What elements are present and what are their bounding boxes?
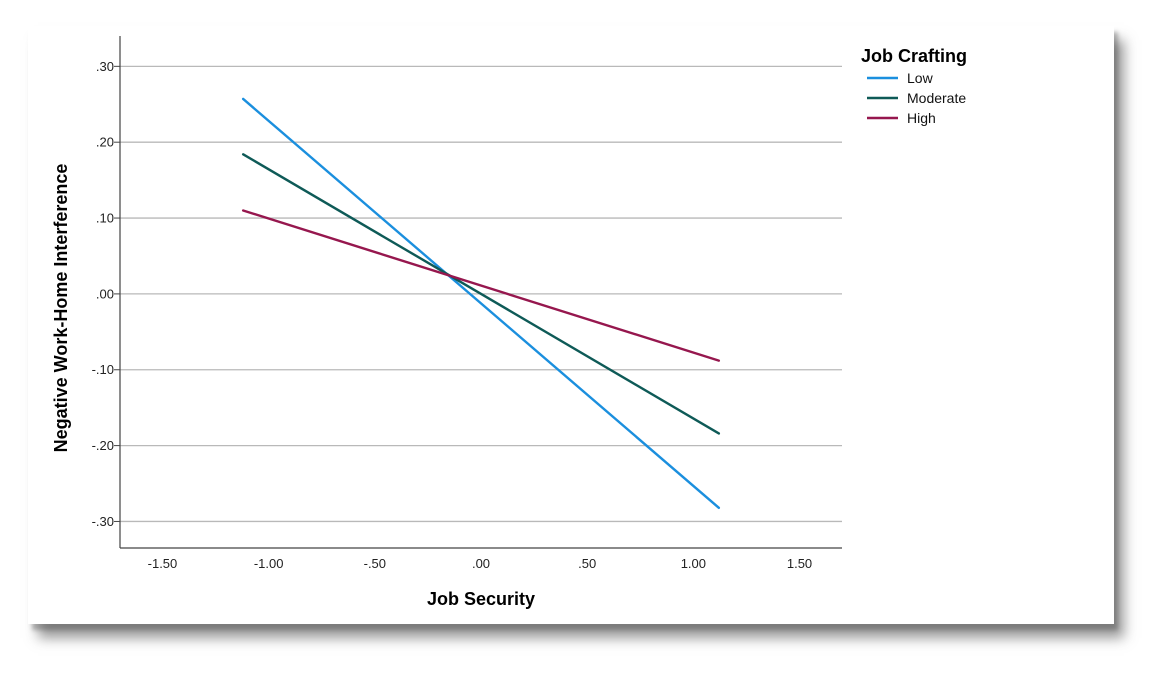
y-tick-label: .10 (96, 211, 114, 226)
x-tick-label: 1.00 (681, 556, 706, 571)
x-tick-label: .50 (578, 556, 596, 571)
x-tick-label: -.50 (364, 556, 386, 571)
legend-label-high: High (907, 110, 936, 126)
series-line-moderate (241, 153, 721, 435)
x-tick-label: -1.00 (254, 556, 284, 571)
gridlines (120, 65, 842, 523)
legend-label-moderate: Moderate (907, 90, 966, 106)
y-tick-label: -.30 (92, 514, 114, 529)
y-tick-label: .20 (96, 135, 114, 150)
series-lines (241, 97, 721, 509)
axes: .30 .20 .10 .00 -.10 -.20 -.30 -1.50 -1.00 -.50 .0… (92, 36, 842, 571)
x-tick-label: -1.50 (148, 556, 178, 571)
y-tick-label: .00 (96, 286, 114, 301)
y-tick-label: -.20 (92, 438, 114, 453)
series-line-high (241, 209, 721, 362)
chart-frame (28, 26, 1114, 624)
x-axis-title: Job Security (427, 589, 535, 609)
series-line-low (241, 97, 721, 509)
y-axis-title: Negative Work-Home Interference (51, 164, 71, 453)
legend-label-low: Low (907, 70, 934, 86)
legend-title: Job Crafting (861, 46, 967, 66)
y-tick-label: .30 (96, 59, 114, 74)
y-tick-label: -.10 (92, 362, 114, 377)
legend: Job Crafting Low Moderate High (861, 46, 967, 126)
x-tick-label: .00 (472, 556, 490, 571)
x-tick-label: 1.50 (787, 556, 812, 571)
